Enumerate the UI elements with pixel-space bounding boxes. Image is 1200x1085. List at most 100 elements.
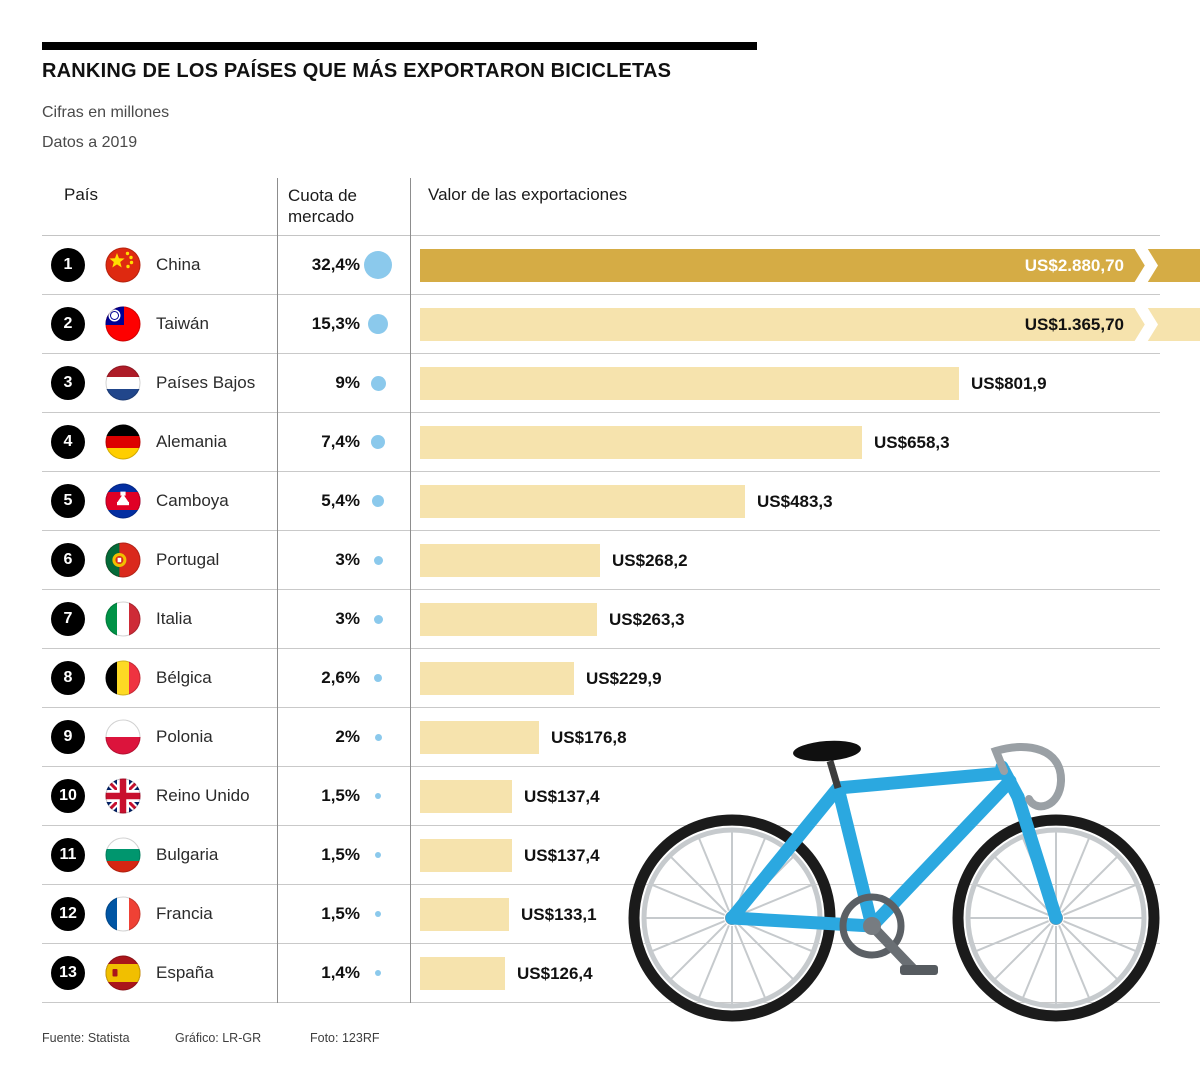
export-bar-area: US$137,4 xyxy=(420,839,1200,872)
flag-portugal-icon xyxy=(105,542,141,578)
country-label: Bélgica xyxy=(156,668,212,687)
country-label: Reino Unido xyxy=(156,786,250,805)
table-row: 4 Alemania 7,4% US$658,3 xyxy=(42,413,1160,472)
flag-france-icon xyxy=(105,896,141,932)
export-value-bar xyxy=(420,957,505,990)
table-row: 2 Taiwán 15,3% US$1.365,70 xyxy=(42,295,1200,354)
rank-badge: 5 xyxy=(51,484,85,518)
export-value-label: US$1.365,70 xyxy=(1024,315,1124,334)
export-value-bar xyxy=(420,426,862,459)
export-value-label: US$176,8 xyxy=(551,728,627,747)
export-bar-area: US$229,9 xyxy=(420,662,1200,695)
table-row: 11 Bulgaria 1,5% US$137,4 xyxy=(42,826,1160,885)
export-bar-area: US$133,1 xyxy=(420,898,1200,931)
market-share-value: 3% xyxy=(335,550,360,569)
rank-badge: 4 xyxy=(51,425,85,459)
footer-credits: Fuente: Statista Gráfico: LR-GR Foto: 12… xyxy=(42,1031,562,1051)
market-share-dot xyxy=(364,826,392,884)
column-divider xyxy=(410,178,411,1003)
column-header-value: Valor de las exportaciones xyxy=(428,185,628,204)
rank-badge: 10 xyxy=(51,779,85,813)
country-label: Países Bajos xyxy=(156,373,256,392)
export-value-label: US$2.880,70 xyxy=(1024,256,1124,275)
market-share-value: 1,5% xyxy=(321,845,360,864)
export-bar-area: US$1.365,70 xyxy=(420,307,1200,342)
bar-break-icon xyxy=(1134,307,1158,342)
flag-belgium-icon xyxy=(105,660,141,696)
export-bar-area: US$268,2 xyxy=(420,544,1200,577)
flag-poland-icon xyxy=(105,719,141,755)
column-header-country: País xyxy=(64,185,99,204)
export-value-bar: US$2.880,70 xyxy=(420,248,1200,283)
export-bar-area: US$658,3 xyxy=(420,426,1200,459)
table-header: País Cuota de mercado Valor de las expor… xyxy=(42,178,1160,236)
export-value-bar xyxy=(420,485,745,518)
flag-taiwan-icon xyxy=(105,306,141,342)
title-rule xyxy=(42,42,757,50)
market-share-dot xyxy=(364,295,392,353)
country-label: Alemania xyxy=(156,432,227,451)
market-share-value: 2,6% xyxy=(321,668,360,687)
market-share-value: 1,5% xyxy=(321,904,360,923)
export-value-label: US$229,9 xyxy=(586,669,662,688)
rank-badge: 12 xyxy=(51,897,85,931)
export-value-bar xyxy=(420,898,509,931)
export-value-bar xyxy=(420,721,539,754)
market-share-value: 9% xyxy=(335,373,360,392)
flag-uk-icon xyxy=(105,778,141,814)
subtitle-year: Datos a 2019 xyxy=(42,134,138,151)
table-row: 1 China 32,4% US$2.880,70 xyxy=(42,236,1200,295)
export-bar-area: US$801,9 xyxy=(420,367,1200,400)
export-value-label: US$137,4 xyxy=(524,846,600,865)
export-bar-area: US$2.880,70 xyxy=(420,248,1200,283)
table-row: 6 Portugal 3% US$268,2 xyxy=(42,531,1160,590)
export-bar-area: US$263,3 xyxy=(420,603,1200,636)
rank-badge: 9 xyxy=(51,720,85,754)
export-bar-area: US$176,8 xyxy=(420,721,1200,754)
export-value-bar xyxy=(420,367,959,400)
market-share-dot xyxy=(364,236,392,294)
export-value-label: US$268,2 xyxy=(612,551,688,570)
flag-germany-icon xyxy=(105,424,141,460)
column-divider xyxy=(277,178,278,1003)
export-value-label: US$658,3 xyxy=(874,433,950,452)
market-share-dot xyxy=(364,649,392,707)
rank-badge: 2 xyxy=(51,307,85,341)
flag-bulgaria-icon xyxy=(105,837,141,873)
export-value-bar xyxy=(420,544,600,577)
table-row: 12 Francia 1,5% US$133,1 xyxy=(42,885,1160,944)
export-value-label: US$133,1 xyxy=(521,905,597,924)
table-row: 5 Camboya 5,4% US$483,3 xyxy=(42,472,1160,531)
export-bar-area: US$126,4 xyxy=(420,957,1200,990)
photo-credit: Foto: 123RF xyxy=(310,1031,380,1045)
table-row: 13 España 1,4% US$126,4 xyxy=(42,944,1160,1003)
market-share-value: 5,4% xyxy=(321,491,360,510)
country-label: Camboya xyxy=(156,491,229,510)
export-value-bar xyxy=(420,603,597,636)
country-label: Portugal xyxy=(156,550,220,569)
flag-cambodia-icon xyxy=(105,483,141,519)
market-share-value: 7,4% xyxy=(321,432,360,451)
export-value-bar: US$1.365,70 xyxy=(420,307,1200,342)
market-share-value: 1,5% xyxy=(321,786,360,805)
rank-badge: 8 xyxy=(51,661,85,695)
subtitle-units: Cifras en millones xyxy=(42,104,170,121)
market-share-dot xyxy=(364,944,392,1002)
country-label: China xyxy=(156,255,201,274)
market-share-value: 2% xyxy=(335,727,360,746)
page-title: RANKING DE LOS PAÍSES QUE MÁS EXPORTARON… xyxy=(42,60,672,82)
graphic-credit: Gráfico: LR-GR xyxy=(175,1031,262,1045)
country-label: Polonia xyxy=(156,727,213,746)
source-credit: Fuente: Statista xyxy=(42,1031,130,1045)
market-share-value: 1,4% xyxy=(321,963,360,982)
country-label: Italia xyxy=(156,609,192,628)
flag-china-icon xyxy=(105,247,141,283)
export-value-bar xyxy=(420,662,574,695)
table-row: 7 Italia 3% US$263,3 xyxy=(42,590,1160,649)
flag-spain-icon xyxy=(105,955,141,991)
country-label: Francia xyxy=(156,904,213,923)
rank-badge: 13 xyxy=(51,956,85,990)
rank-badge: 1 xyxy=(51,248,85,282)
market-share-dot xyxy=(364,354,392,412)
